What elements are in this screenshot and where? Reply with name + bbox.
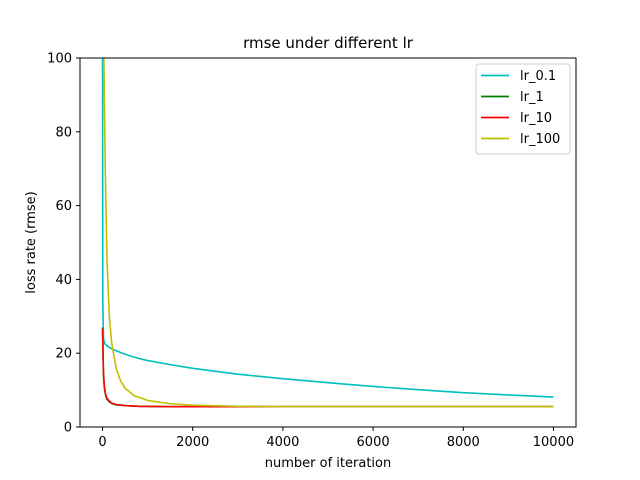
x-axis: 0 2000 4000 6000 8000 10000 <box>98 427 574 450</box>
series-layer <box>101 58 554 408</box>
y-axis-label: loss rate (rmse) <box>24 191 39 293</box>
y-tick-label: 60 <box>55 199 72 214</box>
legend-label-lr-10: lr_10 <box>520 111 552 126</box>
x-tick-label: 10000 <box>533 435 574 450</box>
y-tick-label: 40 <box>55 273 72 288</box>
x-axis-label: number of iteration <box>265 456 391 471</box>
x-tick-label: 2000 <box>176 435 209 450</box>
chart-title: rmse under different lr <box>243 34 414 52</box>
x-tick-label: 8000 <box>447 435 480 450</box>
legend: lr_0.1 lr_1 lr_10 lr_100 <box>475 63 571 155</box>
y-tick-label: 0 <box>64 421 72 436</box>
y-tick-label: 20 <box>55 347 72 362</box>
series-line-lr-0-1 <box>101 58 554 398</box>
x-tick-label: 0 <box>98 435 106 450</box>
legend-label-lr-100: lr_100 <box>520 132 560 147</box>
y-axis: 0 20 40 60 80 100 <box>47 52 80 436</box>
x-tick-label: 6000 <box>357 435 390 450</box>
legend-label-lr-0-1: lr_0.1 <box>520 69 556 84</box>
series-line-lr-100 <box>102 58 554 408</box>
x-tick-label: 4000 <box>266 435 299 450</box>
series-line-lr-10 <box>101 329 554 408</box>
legend-frame <box>475 63 571 155</box>
legend-label-lr-1: lr_1 <box>520 90 544 105</box>
y-tick-label: 100 <box>47 52 72 67</box>
plot-frame <box>79 57 577 428</box>
y-tick-label: 80 <box>55 125 72 140</box>
